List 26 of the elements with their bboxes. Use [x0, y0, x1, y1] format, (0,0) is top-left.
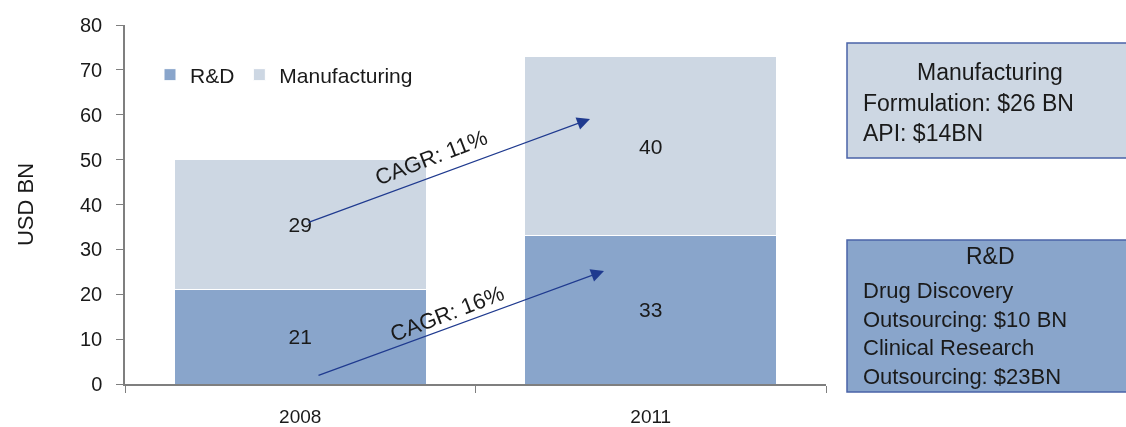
- legend-label: R&D: [190, 63, 235, 87]
- legend-label: Manufacturing: [279, 63, 413, 87]
- x-tick-label: 2008: [279, 405, 322, 427]
- y-tick-label: 70: [80, 58, 103, 81]
- y-tick-label: 20: [80, 283, 103, 306]
- data-label: 21: [288, 325, 312, 349]
- y-tick-label: 80: [80, 14, 103, 36]
- annotation: CAGR: 11%: [371, 124, 491, 191]
- x-tick-label: 2011: [630, 405, 672, 427]
- text: Manufacturing: [917, 59, 1063, 85]
- text: Formulation: $26 BN: [863, 90, 1074, 116]
- y-tick-label: 30: [80, 238, 103, 261]
- data-label: 29: [288, 213, 312, 237]
- text: Clinical Research Outsourcing: $23BN: [863, 335, 1062, 389]
- y-tick-label: 50: [80, 148, 103, 171]
- text: API: $14BN: [863, 120, 984, 146]
- y-tick-label: 40: [80, 193, 103, 216]
- y-axis-title: USD BN: [13, 162, 39, 247]
- y-tick-label: 60: [80, 103, 103, 126]
- y-tick-label: 10: [80, 328, 103, 351]
- data-label: 33: [639, 298, 663, 322]
- annotation: CAGR: 16%: [386, 280, 508, 347]
- text: R&D: [966, 243, 1015, 269]
- data-label: 40: [639, 134, 663, 158]
- y-tick-label: 0: [91, 373, 103, 395]
- text: Drug Discovery Outsourcing: $10 BN: [863, 278, 1068, 332]
